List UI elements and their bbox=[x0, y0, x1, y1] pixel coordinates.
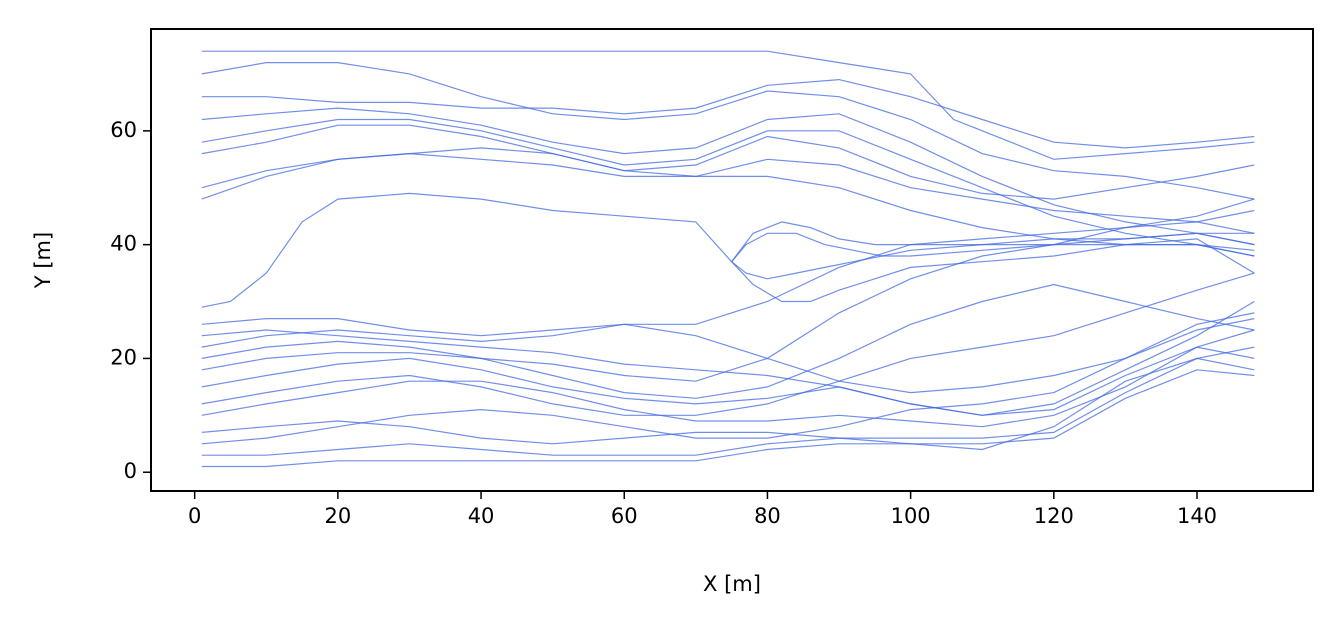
trajectory bbox=[201, 272, 1255, 416]
x-tick-label: 20 bbox=[324, 504, 351, 528]
trajectory bbox=[201, 318, 1255, 394]
x-tick-label: 140 bbox=[1177, 504, 1217, 528]
plot-frame bbox=[150, 28, 1314, 492]
trajectory bbox=[731, 198, 1255, 263]
trajectory bbox=[201, 312, 1255, 445]
trajectory bbox=[201, 124, 1255, 200]
trajectory bbox=[201, 346, 1255, 456]
trajectory bbox=[731, 238, 1255, 280]
trajectory bbox=[201, 152, 1255, 223]
trajectory bbox=[201, 107, 1255, 246]
trajectory bbox=[201, 192, 733, 308]
trajectory bbox=[201, 357, 1255, 451]
x-tick-label: 40 bbox=[468, 504, 495, 528]
y-tick-label: 0 bbox=[124, 459, 137, 483]
trajectory bbox=[201, 369, 1255, 468]
x-tick-label: 100 bbox=[891, 504, 931, 528]
trajectory bbox=[201, 300, 1255, 416]
trajectory bbox=[201, 118, 1255, 257]
trajectory bbox=[201, 283, 1255, 399]
trajectory bbox=[201, 221, 1255, 382]
trajectory bbox=[201, 62, 1255, 200]
trajectory bbox=[201, 78, 1255, 149]
x-tick-label: 80 bbox=[754, 504, 781, 528]
trajectory bbox=[201, 329, 1255, 428]
trajectory bbox=[201, 50, 1255, 160]
trajectory bbox=[201, 329, 1255, 416]
y-tick-label: 20 bbox=[110, 345, 137, 369]
y-tick-label: 60 bbox=[110, 118, 137, 142]
x-axis-label: X [m] bbox=[703, 572, 761, 596]
y-axis-label: Y [m] bbox=[31, 232, 55, 289]
y-tick-label: 40 bbox=[110, 232, 137, 256]
x-tick-label: 0 bbox=[188, 504, 201, 528]
trajectory bbox=[731, 244, 1255, 303]
trajectory bbox=[201, 232, 1255, 337]
x-tick-label: 120 bbox=[1034, 504, 1074, 528]
x-tick-label: 60 bbox=[611, 504, 638, 528]
